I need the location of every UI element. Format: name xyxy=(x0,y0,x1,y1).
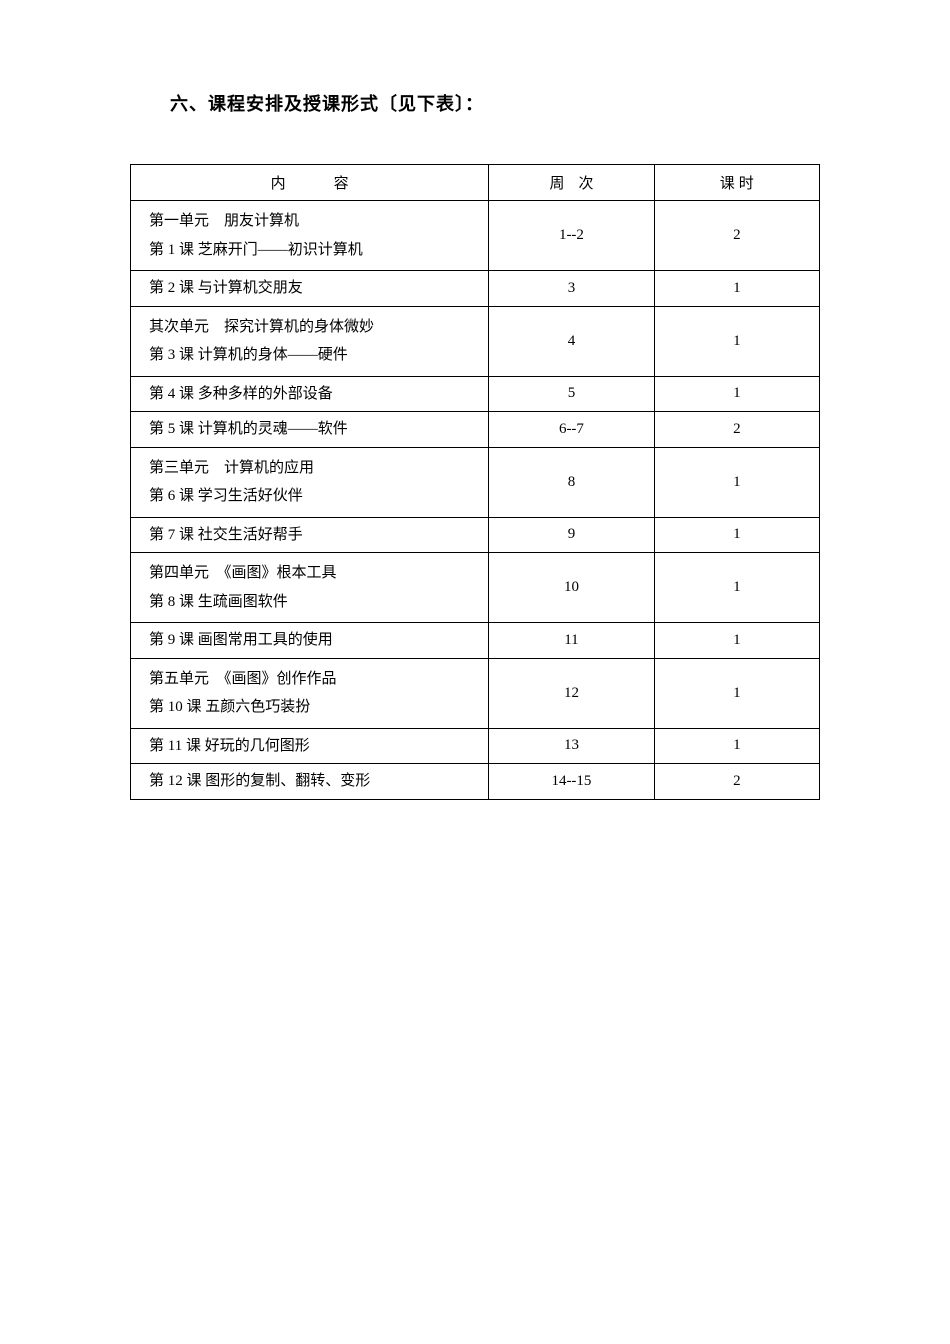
cell-hours: 1 xyxy=(654,517,819,553)
header-week: 周次 xyxy=(489,165,654,201)
cell-content: 第 2 课 与计算机交朋友 xyxy=(131,271,489,307)
cell-content: 其次单元 探究计算机的身体微妙第 3 课 计算机的身体——硬件 xyxy=(131,306,489,376)
table-body: 第一单元 朋友计算机第 1 课 芝麻开门——初识计算机1--22第 2 课 与计… xyxy=(131,201,820,800)
cell-content: 第 5 课 计算机的灵魂——软件 xyxy=(131,412,489,448)
content-line: 第四单元 《画图》根本工具 xyxy=(149,559,488,588)
cell-hours: 1 xyxy=(654,553,819,623)
table-row: 第 2 课 与计算机交朋友31 xyxy=(131,271,820,307)
cell-content: 第 4 课 多种多样的外部设备 xyxy=(131,376,489,412)
table-row: 第 11 课 好玩的几何图形131 xyxy=(131,728,820,764)
cell-hours: 2 xyxy=(654,201,819,271)
cell-content: 第三单元 计算机的应用第 6 课 学习生活好伙伴 xyxy=(131,447,489,517)
cell-hours: 1 xyxy=(654,306,819,376)
content-line: 第 3 课 计算机的身体——硬件 xyxy=(149,341,488,370)
cell-week: 14--15 xyxy=(489,764,654,800)
cell-content: 第 9 课 画图常用工具的使用 xyxy=(131,623,489,659)
cell-week: 9 xyxy=(489,517,654,553)
table-row: 第 9 课 画图常用工具的使用111 xyxy=(131,623,820,659)
cell-hours: 1 xyxy=(654,271,819,307)
section-heading: 六、课程安排及授课形式〔见下表〕： xyxy=(170,90,820,116)
content-line: 第 10 课 五颜六色巧装扮 xyxy=(149,693,488,722)
cell-week: 13 xyxy=(489,728,654,764)
cell-hours: 1 xyxy=(654,728,819,764)
content-line: 第五单元 《画图》创作作品 xyxy=(149,665,488,694)
table-row: 第一单元 朋友计算机第 1 课 芝麻开门——初识计算机1--22 xyxy=(131,201,820,271)
cell-content: 第 7 课 社交生活好帮手 xyxy=(131,517,489,553)
cell-content: 第 12 课 图形的复制、翻转、变形 xyxy=(131,764,489,800)
cell-hours: 2 xyxy=(654,412,819,448)
cell-content: 第五单元 《画图》创作作品第 10 课 五颜六色巧装扮 xyxy=(131,658,489,728)
table-row: 第三单元 计算机的应用第 6 课 学习生活好伙伴81 xyxy=(131,447,820,517)
table-header-row: 内容 周次 课时 xyxy=(131,165,820,201)
table-row: 第 12 课 图形的复制、翻转、变形14--152 xyxy=(131,764,820,800)
cell-hours: 2 xyxy=(654,764,819,800)
header-hours: 课时 xyxy=(654,165,819,201)
content-line: 其次单元 探究计算机的身体微妙 xyxy=(149,313,488,342)
cell-hours: 1 xyxy=(654,447,819,517)
table-row: 第四单元 《画图》根本工具第 8 课 生疏画图软件101 xyxy=(131,553,820,623)
table-row: 第 5 课 计算机的灵魂——软件6--72 xyxy=(131,412,820,448)
table-row: 第 4 课 多种多样的外部设备51 xyxy=(131,376,820,412)
content-line: 第三单元 计算机的应用 xyxy=(149,454,488,483)
cell-hours: 1 xyxy=(654,376,819,412)
cell-week: 10 xyxy=(489,553,654,623)
cell-week: 8 xyxy=(489,447,654,517)
cell-content: 第 11 课 好玩的几何图形 xyxy=(131,728,489,764)
schedule-table: 内容 周次 课时 第一单元 朋友计算机第 1 课 芝麻开门——初识计算机1--2… xyxy=(130,164,820,800)
cell-week: 4 xyxy=(489,306,654,376)
content-line: 第 8 课 生疏画图软件 xyxy=(149,588,488,617)
content-line: 第 6 课 学习生活好伙伴 xyxy=(149,482,488,511)
cell-week: 11 xyxy=(489,623,654,659)
content-line: 第一单元 朋友计算机 xyxy=(149,207,488,236)
cell-week: 1--2 xyxy=(489,201,654,271)
cell-week: 5 xyxy=(489,376,654,412)
content-line: 第 1 课 芝麻开门——初识计算机 xyxy=(149,236,488,265)
cell-hours: 1 xyxy=(654,658,819,728)
cell-week: 12 xyxy=(489,658,654,728)
table-row: 其次单元 探究计算机的身体微妙第 3 课 计算机的身体——硬件41 xyxy=(131,306,820,376)
cell-week: 6--7 xyxy=(489,412,654,448)
cell-week: 3 xyxy=(489,271,654,307)
table-row: 第五单元 《画图》创作作品第 10 课 五颜六色巧装扮121 xyxy=(131,658,820,728)
cell-content: 第一单元 朋友计算机第 1 课 芝麻开门——初识计算机 xyxy=(131,201,489,271)
table-row: 第 7 课 社交生活好帮手91 xyxy=(131,517,820,553)
cell-hours: 1 xyxy=(654,623,819,659)
cell-content: 第四单元 《画图》根本工具第 8 课 生疏画图软件 xyxy=(131,553,489,623)
header-content: 内容 xyxy=(131,165,489,201)
